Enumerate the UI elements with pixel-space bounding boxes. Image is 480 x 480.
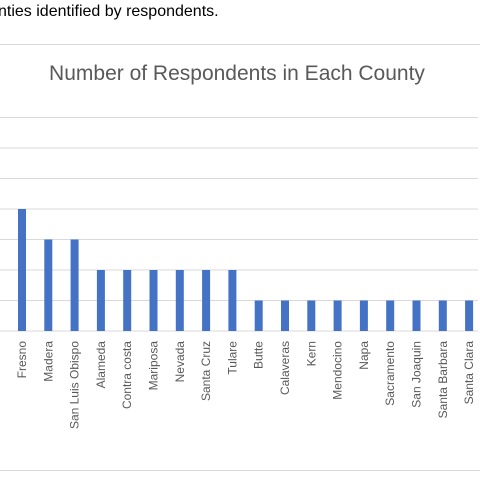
x-tick-label: Sacramento [383,341,397,406]
x-tick-label: Santa Clara [462,341,476,405]
bar [202,270,211,331]
x-tick-label: Contra costa [120,341,134,409]
bar [386,300,395,331]
bar [228,270,237,331]
x-tick-label: Kern [304,341,318,366]
chart-title: Number of Respondents in Each County [49,62,425,85]
x-tick-label: Santa Barbara [436,341,450,419]
x-tick-label: Tulare [225,341,239,375]
bar [281,300,289,331]
bar [359,300,368,331]
bar [307,300,316,331]
figure-caption: nties identified by respondents. [0,3,219,20]
x-tick-label: Madera [41,341,55,382]
bar [333,300,342,331]
x-tick-label: Mendocino [331,341,345,400]
bar [96,270,105,331]
bar [175,270,184,331]
x-tick-label: Mariposa [147,341,161,391]
bar [149,270,158,331]
bar [412,300,421,331]
chart-area [0,44,480,471]
x-tick-label: San Joaquin [410,341,424,408]
x-tick-label: Nevada [173,341,187,383]
x-tick-label: Calaveras [278,341,292,395]
x-tick-label: Fresno [15,341,29,379]
bar [44,239,53,331]
x-tick-label: Alameda [94,341,108,389]
bar [18,209,26,331]
bar [123,270,132,331]
bar [438,300,447,331]
bar [465,300,474,331]
x-tick-label: San Luis Obispo [68,341,82,429]
x-tick-label: Napa [357,341,371,370]
x-tick-label: Butte [252,341,266,369]
x-tick-label: Santa Cruz [199,341,213,401]
bar [254,300,263,331]
bar [70,239,79,331]
